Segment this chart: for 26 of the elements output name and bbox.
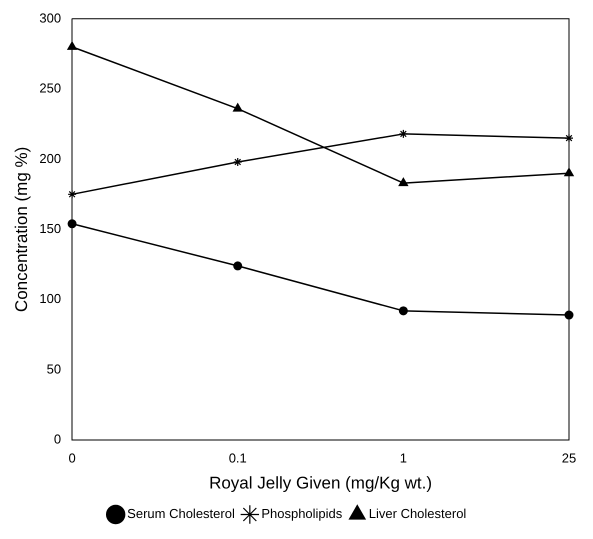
point xyxy=(67,41,77,50)
legend-label: Liver Cholesterol xyxy=(368,506,466,522)
point xyxy=(67,190,77,199)
y-tick-label: 150 xyxy=(39,220,62,236)
y-axis-title: Concentration (mg %) xyxy=(12,146,31,312)
x-tick-label: 0 xyxy=(68,450,76,466)
x-tick-label: 25 xyxy=(562,450,576,466)
y-tick-label: 100 xyxy=(39,291,62,306)
x-axis-title: Royal Jelly Given (mg/Kg wt.) xyxy=(209,473,432,492)
y-tick-label: 250 xyxy=(39,80,62,96)
point xyxy=(398,129,408,139)
point xyxy=(232,103,243,112)
x-tick-label: 0.1 xyxy=(228,450,247,466)
y-tick-label: 200 xyxy=(39,150,62,166)
y-tick-label: 50 xyxy=(46,361,62,376)
legend-label: Phospholipids xyxy=(261,506,343,522)
x-tick-label: 1 xyxy=(400,450,407,466)
point xyxy=(564,134,574,143)
point xyxy=(233,157,242,167)
y-tick-label: 0 xyxy=(54,432,62,447)
y-tick-label: 300 xyxy=(39,10,62,26)
point xyxy=(398,306,408,316)
point xyxy=(68,219,77,228)
point xyxy=(398,178,408,186)
legend-label: Serum Cholesterol xyxy=(127,506,235,522)
point xyxy=(233,261,242,270)
